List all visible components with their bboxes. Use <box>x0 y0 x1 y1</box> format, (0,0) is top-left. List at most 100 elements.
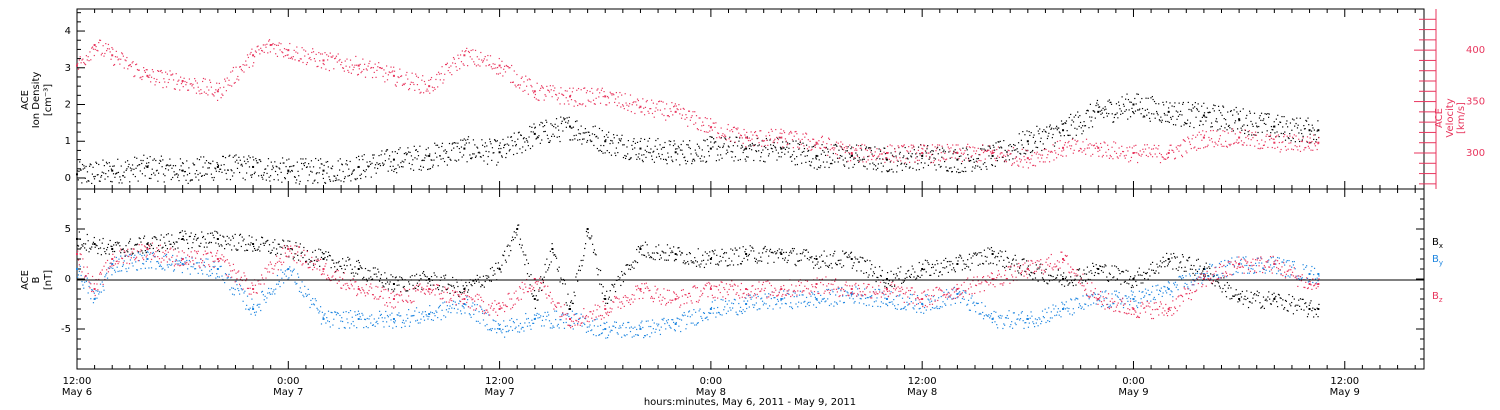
scatter-dot <box>490 280 492 282</box>
scatter-dot <box>99 39 101 41</box>
scatter-dot <box>366 69 368 71</box>
scatter-dot <box>430 76 433 79</box>
scatter-dot <box>1151 95 1153 98</box>
scatter-dot <box>506 245 508 247</box>
scatter-dot <box>117 243 119 245</box>
scatter-dot <box>827 151 829 153</box>
scatter-dot <box>472 280 474 282</box>
scatter-dot <box>843 253 846 255</box>
scatter-dot <box>348 71 350 73</box>
scatter-dot <box>187 242 189 244</box>
scatter-dot <box>543 99 545 101</box>
scatter-dot <box>1157 114 1159 116</box>
scatter-dot <box>1160 154 1162 156</box>
scatter-dot <box>493 152 495 154</box>
scatter-dot <box>866 149 868 152</box>
scatter-dot <box>308 258 310 261</box>
scatter-dot <box>170 74 172 76</box>
scatter-dot <box>336 268 338 271</box>
scatter-dot <box>1267 112 1269 115</box>
scatter-dot <box>1058 131 1061 133</box>
scatter-dot <box>616 104 618 107</box>
scatter-dot <box>741 144 743 147</box>
scatter-dot <box>134 175 136 178</box>
x-tick-label-time: 0:00 <box>277 376 299 387</box>
scatter-dot <box>1032 164 1034 167</box>
scatter-dot <box>109 165 111 167</box>
scatter-dot <box>318 52 320 54</box>
scatter-dot <box>792 250 794 252</box>
scatter-dot <box>1183 139 1185 142</box>
scatter-dot <box>149 74 151 76</box>
scatter-dot <box>523 81 525 83</box>
scatter-dot <box>1126 147 1128 149</box>
scatter-dot <box>856 154 858 156</box>
scatter-dot <box>193 164 195 166</box>
scatter-dot <box>315 157 317 160</box>
scatter-dot <box>903 144 905 146</box>
scatter-dot <box>420 278 422 280</box>
scatter-dot <box>760 130 762 132</box>
scatter-dot <box>458 295 460 297</box>
scatter-dot <box>398 166 401 168</box>
scatter-dot <box>1013 143 1015 146</box>
scatter-dot <box>382 285 384 287</box>
scatter-dot <box>901 145 903 147</box>
scatter-dot <box>281 181 283 183</box>
scatter-dot <box>842 159 844 161</box>
scatter-dot <box>708 255 710 257</box>
scatter-dot <box>1179 110 1182 112</box>
scatter-dot <box>118 241 120 244</box>
scatter-dot <box>1250 139 1252 141</box>
scatter-dot <box>1267 146 1269 149</box>
scatter-dot <box>132 173 134 176</box>
scatter-dot <box>80 169 82 171</box>
scatter-dot <box>874 266 876 268</box>
scatter-dot <box>1232 143 1235 145</box>
scatter-dot <box>880 275 882 277</box>
scatter-dot <box>946 169 949 172</box>
scatter-dot <box>842 149 845 151</box>
scatter-dot <box>579 269 581 272</box>
scatter-dot <box>845 150 847 152</box>
scatter-dot <box>690 153 692 155</box>
scatter-dot <box>1010 266 1012 268</box>
scatter-dot <box>1146 108 1149 110</box>
scatter-dot <box>1172 124 1175 126</box>
scatter-dot <box>1085 112 1087 115</box>
scatter-dot <box>608 151 610 154</box>
scatter-dot <box>1059 279 1061 282</box>
scatter-dot <box>686 253 688 256</box>
scatter-dot <box>1270 132 1272 134</box>
scatter-dot <box>1144 278 1146 280</box>
scatter-dot <box>584 243 587 245</box>
scatter-dot <box>408 151 410 153</box>
scatter-dot <box>647 110 649 112</box>
scatter-dot <box>876 276 878 279</box>
scatter-dot <box>1211 126 1213 128</box>
scatter-dot <box>982 163 984 165</box>
scatter-dot <box>842 265 845 267</box>
scatter-dot <box>746 136 749 138</box>
scatter-dot <box>967 154 969 156</box>
scatter-dot <box>105 43 107 45</box>
scatter-dot <box>1144 272 1147 274</box>
scatter-dot <box>323 63 325 66</box>
scatter-dot <box>418 88 420 91</box>
scatter-dot <box>510 81 512 84</box>
scatter-dot <box>340 265 342 268</box>
scatter-dot <box>267 52 269 54</box>
scatter-dot <box>1134 97 1136 100</box>
scatter-dot <box>502 138 504 141</box>
scatter-dot <box>690 116 692 119</box>
scatter-dot <box>737 264 739 266</box>
scatter-dot <box>1071 138 1074 140</box>
scatter-dot <box>92 241 95 243</box>
scatter-dot <box>408 283 411 285</box>
scatter-dot <box>1136 93 1138 95</box>
scatter-dot <box>527 93 529 95</box>
scatter-dot <box>546 85 548 88</box>
scatter-dot <box>929 157 931 159</box>
scatter-dot <box>125 169 127 171</box>
scatter-dot <box>1264 141 1266 143</box>
